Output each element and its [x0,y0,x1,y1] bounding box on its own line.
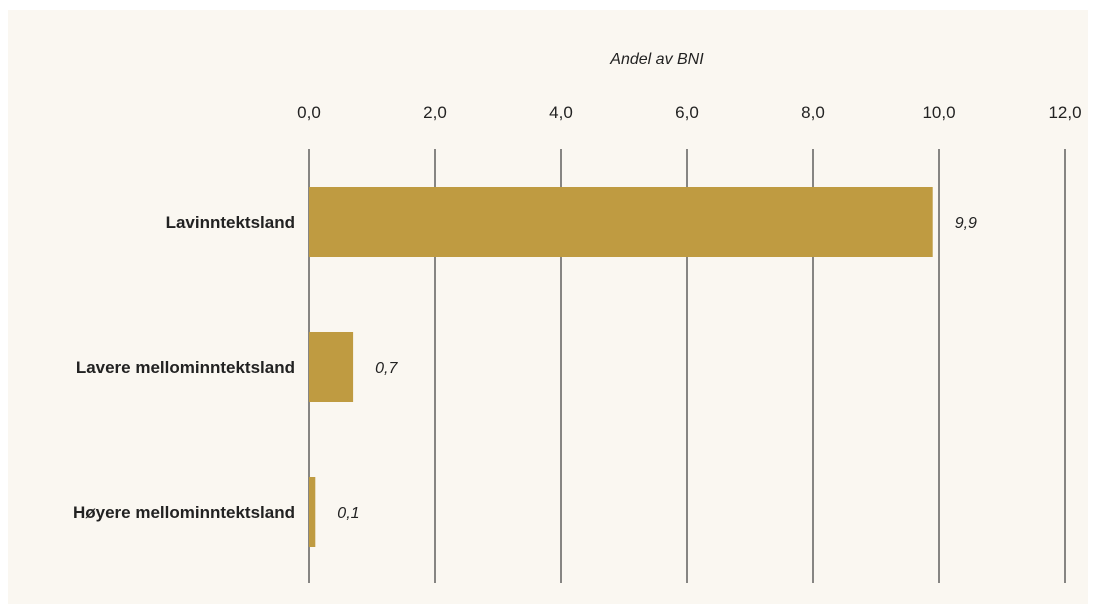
x-tick-label: 2,0 [423,103,447,122]
category-labels: Lavinntektsland Lavere mellominntektsland… [73,213,295,522]
bar [309,332,354,402]
data-label: 0,7 [375,360,398,377]
data-label: 9,9 [955,215,977,232]
x-tick-label: 6,0 [675,103,699,122]
bar [309,477,316,547]
data-labels: 9,9 0,7 0,1 [337,215,977,522]
x-tick-label: 0,0 [297,103,321,122]
x-tick-label: 8,0 [801,103,825,122]
x-tick-labels: 0,0 2,0 4,0 6,0 8,0 10,0 12,0 [297,103,1081,122]
x-tick-label: 12,0 [1048,103,1081,122]
x-tick-label: 4,0 [549,103,573,122]
x-tick-label: 10,0 [922,103,955,122]
category-label: Lavinntektsland [166,213,295,232]
bar [309,187,933,257]
chart-panel [8,10,1088,604]
category-label: Lavere mellominntektsland [76,358,295,377]
bars [309,187,933,547]
x-axis-title: Andel av BNI [609,51,704,68]
data-label: 0,1 [337,505,359,522]
category-label: Høyere mellominntektsland [73,503,295,522]
